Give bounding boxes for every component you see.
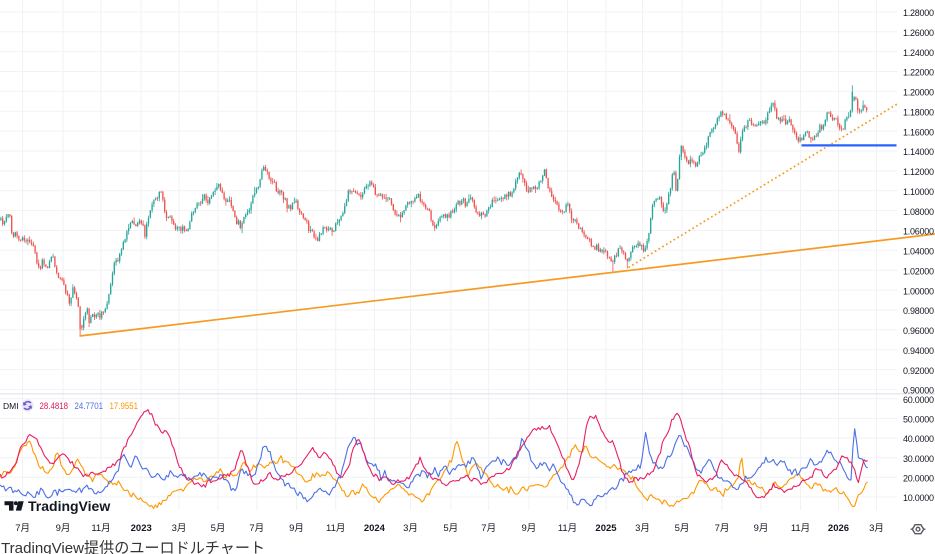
svg-text:9月: 9月 — [289, 523, 304, 534]
svg-text:2025: 2025 — [595, 523, 617, 534]
svg-text:24.7701: 24.7701 — [75, 401, 104, 412]
svg-text:1.12000: 1.12000 — [903, 167, 934, 177]
svg-text:2026: 2026 — [828, 523, 849, 534]
svg-text:1.28000: 1.28000 — [903, 8, 934, 18]
svg-text:1.02000: 1.02000 — [903, 266, 934, 276]
svg-text:7月: 7月 — [715, 523, 730, 534]
svg-text:1.08000: 1.08000 — [903, 207, 934, 217]
svg-text:1.18000: 1.18000 — [903, 108, 934, 118]
svg-text:1.04000: 1.04000 — [903, 247, 934, 257]
svg-text:0.94000: 0.94000 — [903, 346, 934, 356]
svg-text:17.9551: 17.9551 — [110, 401, 139, 412]
svg-text:0.98000: 0.98000 — [903, 306, 934, 316]
svg-text:1.16000: 1.16000 — [903, 127, 934, 137]
svg-text:3月: 3月 — [635, 523, 650, 534]
svg-text:1.20000: 1.20000 — [903, 88, 934, 98]
svg-text:5月: 5月 — [675, 523, 690, 534]
svg-text:11月: 11月 — [91, 523, 110, 534]
svg-text:0.96000: 0.96000 — [903, 326, 934, 336]
svg-text:10.0000: 10.0000 — [903, 493, 934, 503]
svg-text:0.90000: 0.90000 — [903, 386, 934, 396]
svg-text:11月: 11月 — [791, 523, 810, 534]
svg-text:3月: 3月 — [403, 523, 418, 534]
svg-text:3月: 3月 — [172, 523, 187, 534]
svg-text:5月: 5月 — [443, 523, 458, 534]
svg-text:1.00000: 1.00000 — [903, 286, 934, 296]
svg-text:9月: 9月 — [522, 523, 537, 534]
svg-text:1.10000: 1.10000 — [903, 187, 934, 197]
svg-text:11月: 11月 — [326, 523, 345, 534]
svg-text:3月: 3月 — [869, 523, 884, 534]
svg-text:TradingView: TradingView — [28, 498, 110, 514]
svg-text:1.06000: 1.06000 — [903, 227, 934, 237]
svg-text:1.26000: 1.26000 — [903, 28, 934, 38]
svg-text:11月: 11月 — [558, 523, 577, 534]
svg-text:7月: 7月 — [249, 523, 264, 534]
svg-text:1.22000: 1.22000 — [903, 68, 934, 78]
svg-text:20.0000: 20.0000 — [903, 474, 934, 484]
svg-text:2023: 2023 — [131, 523, 152, 534]
svg-text:9月: 9月 — [56, 523, 71, 534]
svg-text:40.0000: 40.0000 — [903, 434, 934, 444]
svg-text:1.24000: 1.24000 — [903, 48, 934, 58]
svg-text:7月: 7月 — [15, 523, 30, 534]
svg-text:DMI: DMI — [3, 401, 19, 411]
svg-text:50.0000: 50.0000 — [903, 415, 934, 425]
svg-text:30.0000: 30.0000 — [903, 454, 934, 464]
svg-text:5月: 5月 — [211, 523, 226, 534]
svg-text:0.92000: 0.92000 — [903, 366, 934, 376]
svg-text:9月: 9月 — [754, 523, 769, 534]
svg-text:2024: 2024 — [364, 523, 386, 534]
svg-text:1.14000: 1.14000 — [903, 147, 934, 157]
svg-text:60.0000: 60.0000 — [903, 395, 934, 405]
svg-text:28.4818: 28.4818 — [40, 401, 69, 412]
svg-text:7月: 7月 — [481, 523, 496, 534]
